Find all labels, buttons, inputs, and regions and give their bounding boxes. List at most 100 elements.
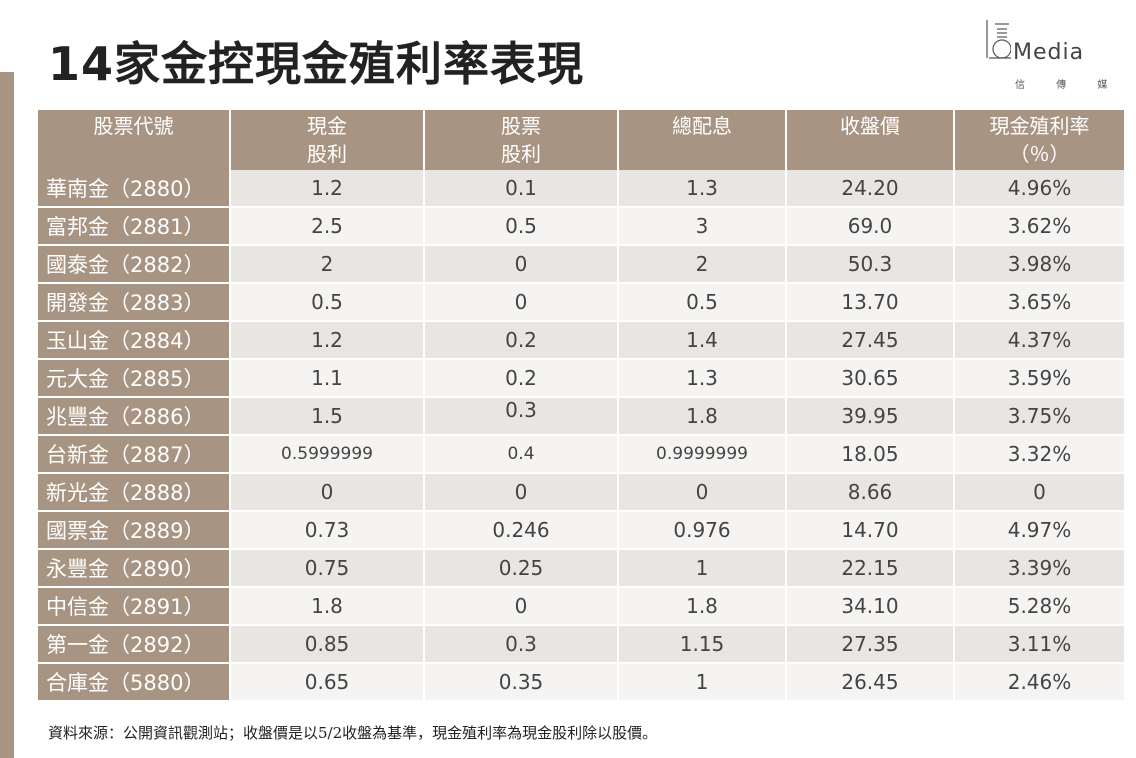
- table-cell: 0.4: [424, 435, 619, 474]
- table-cell: 0.3: [424, 625, 619, 664]
- table-cell: 3.98%: [954, 245, 1124, 284]
- table-cell: 2: [618, 245, 787, 284]
- column-header-line: 股利: [501, 142, 541, 166]
- column-header: 股票 股利: [424, 110, 619, 170]
- table-cell: 0.35: [424, 663, 619, 702]
- table-cell: 8.66: [786, 473, 955, 512]
- table-cell: 0: [424, 245, 619, 284]
- table-cell: 0: [424, 587, 619, 626]
- table-row: 華南金（2880） 1.2 0.1 1.3 24.20 4.96%: [38, 170, 1124, 208]
- table-cell: 3.75%: [954, 397, 1124, 436]
- left-accent-bar: [0, 72, 14, 758]
- table-cell: 4.96%: [954, 170, 1124, 208]
- table-cell: 3.32%: [954, 435, 1124, 474]
- table-cell: 3: [618, 207, 787, 246]
- table-row: 中信金（2891） 1.8 0 1.8 34.10 5.28%: [38, 587, 1124, 626]
- table-cell: 1: [618, 549, 787, 588]
- table-cell: 0.5: [230, 283, 425, 322]
- column-header-line: 總配息: [672, 114, 732, 138]
- table-cell: 0.2: [424, 359, 619, 398]
- table-cell: 1.8: [230, 587, 425, 626]
- column-header: 現金 股利: [230, 110, 425, 170]
- table-row: 永豐金（2890） 0.75 0.25 1 22.15 3.39%: [38, 549, 1124, 588]
- table-cell: 1.1: [230, 359, 425, 398]
- table-cell: 34.10: [786, 587, 955, 626]
- table-cell: 26.45: [786, 663, 955, 702]
- stock-name-cell: 開發金（2883）: [38, 283, 231, 322]
- table-cell: 0: [954, 473, 1124, 512]
- table-header-row: 股票代號 現金 股利 股票 股利 總配息 收盤價 現金殖利率 （％）: [38, 110, 1124, 170]
- table-cell: 3.59%: [954, 359, 1124, 398]
- table-row: 國票金（2889） 0.73 0.246 0.976 14.70 4.97%: [38, 511, 1124, 550]
- table-cell: 1.15: [618, 625, 787, 664]
- column-header-line: 現金: [307, 114, 347, 138]
- source-footnote: 資料來源：公開資訊觀測站；收盤價是以5/2收盤為基準，現金殖利率為現金股利除以股…: [48, 724, 658, 742]
- table-cell: 0.9999999: [618, 435, 787, 474]
- stock-name-cell: 玉山金（2884）: [38, 321, 231, 360]
- table-cell: 30.65: [786, 359, 955, 398]
- table-cell: 27.45: [786, 321, 955, 360]
- stock-name-cell: 新光金（2888）: [38, 473, 231, 512]
- table-row: 兆豐金（2886） 1.5 0.3 1.8 39.95 3.75%: [38, 397, 1124, 436]
- table-cell: 14.70: [786, 511, 955, 550]
- logo-chinese-text: 信 傳 媒: [1015, 80, 1122, 91]
- table-cell: 1.3: [618, 359, 787, 398]
- table-cell: 0.73: [230, 511, 425, 550]
- table-cell: 0.85: [230, 625, 425, 664]
- column-header: 股票代號: [38, 110, 231, 170]
- table-cell: 0.246: [424, 511, 619, 550]
- table-cell: 27.35: [786, 625, 955, 664]
- table-cell: 4.97%: [954, 511, 1124, 550]
- column-header: 總配息: [618, 110, 787, 170]
- dividend-yield-table: 股票代號 現金 股利 股票 股利 總配息 收盤價 現金殖利率 （％） 華南金（2880） 1.2 0…: [38, 110, 1124, 702]
- table-cell: 39.95: [786, 397, 955, 436]
- table-cell: 0.5: [424, 207, 619, 246]
- table-row: 開發金（2883） 0.5 0 0.5 13.70 3.65%: [38, 283, 1124, 322]
- table-row: 台新金（2887） 0.5999999 0.4 0.9999999 18.05 3.32%: [38, 435, 1124, 474]
- table-cell: 0.5999999: [230, 435, 425, 474]
- stock-name-cell: 元大金（2885）: [38, 359, 231, 398]
- table-cell: 1.2: [230, 170, 425, 208]
- column-header-line: 收盤價: [840, 114, 900, 138]
- page-title: 14家金控現金殖利率表現: [48, 37, 585, 91]
- table-cell: 0: [424, 283, 619, 322]
- table-cell: 24.20: [786, 170, 955, 208]
- table-cell: 50.3: [786, 245, 955, 284]
- table-cell: 22.15: [786, 549, 955, 588]
- table-row: 第一金（2892） 0.85 0.3 1.15 27.35 3.11%: [38, 625, 1124, 664]
- table-cell: 5.28%: [954, 587, 1124, 626]
- table-cell: 2.5: [230, 207, 425, 246]
- stock-name-cell: 合庫金（5880）: [38, 663, 231, 702]
- table-cell: 0.2: [424, 321, 619, 360]
- stock-name-cell: 富邦金（2881）: [38, 207, 231, 246]
- table-cell: 0: [230, 473, 425, 512]
- table-body: 華南金（2880） 1.2 0.1 1.3 24.20 4.96% 富邦金（2881） 2.5…: [38, 170, 1124, 702]
- table-cell: 3.39%: [954, 549, 1124, 588]
- stock-name-cell: 兆豐金（2886）: [38, 397, 231, 436]
- table-cell: 69.0: [786, 207, 955, 246]
- table-cell: 0.1: [424, 170, 619, 208]
- stock-name-cell: 永豐金（2890）: [38, 549, 231, 588]
- table-cell: 0.3: [424, 397, 619, 436]
- stock-name-cell: 中信金（2891）: [38, 587, 231, 626]
- table-cell: 1.8: [618, 587, 787, 626]
- table-cell: 1.4: [618, 321, 787, 360]
- table-cell: 13.70: [786, 283, 955, 322]
- table-row: 富邦金（2881） 2.5 0.5 3 69.0 3.62%: [38, 207, 1124, 246]
- table-cell: 4.37%: [954, 321, 1124, 360]
- table-cell: 2: [230, 245, 425, 284]
- table-cell: 1.3: [618, 170, 787, 208]
- table-cell: 0.75: [230, 549, 425, 588]
- table-cell: 3.62%: [954, 207, 1124, 246]
- column-header-line: 股票: [501, 114, 541, 138]
- table-cell: 1.8: [618, 397, 787, 436]
- table-cell: 3.65%: [954, 283, 1124, 322]
- stock-name-cell: 台新金（2887）: [38, 435, 231, 474]
- stock-name-cell: 國票金（2889）: [38, 511, 231, 550]
- table-row: 元大金（2885） 1.1 0.2 1.3 30.65 3.59%: [38, 359, 1124, 398]
- table-cell: 0.5: [618, 283, 787, 322]
- table-cell: 1.2: [230, 321, 425, 360]
- logo-mark-icon: [986, 20, 1011, 59]
- table-cell: 2.46%: [954, 663, 1124, 702]
- table-cell: 0: [424, 473, 619, 512]
